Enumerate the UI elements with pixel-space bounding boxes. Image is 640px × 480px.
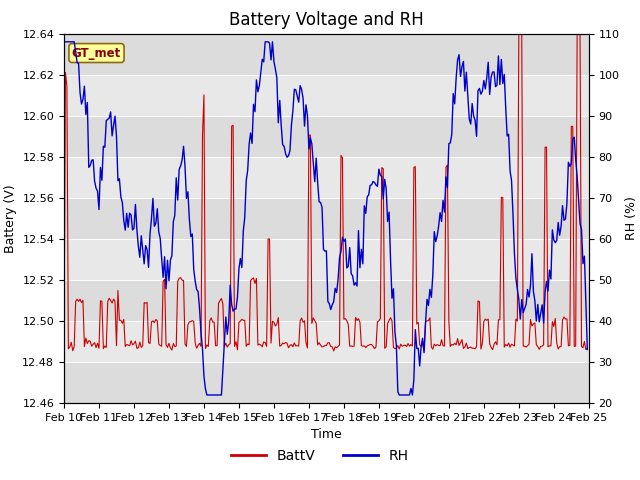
- Y-axis label: RH (%): RH (%): [625, 196, 638, 240]
- X-axis label: Time: Time: [311, 429, 342, 442]
- Title: Battery Voltage and RH: Battery Voltage and RH: [229, 11, 424, 29]
- Bar: [64, 157, 589, 198]
- Bar: [64, 239, 589, 280]
- Legend: BattV, RH: BattV, RH: [225, 443, 415, 468]
- Bar: [64, 75, 589, 116]
- Text: GT_met: GT_met: [72, 47, 121, 60]
- Y-axis label: Battery (V): Battery (V): [4, 184, 17, 252]
- Bar: [64, 321, 589, 362]
